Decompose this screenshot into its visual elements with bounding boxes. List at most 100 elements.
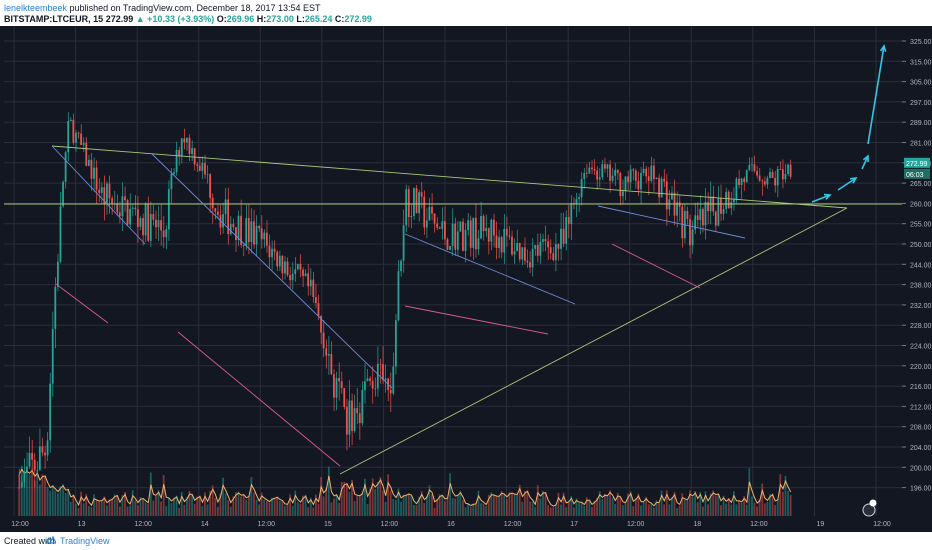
candle-body — [714, 211, 717, 226]
candle-body — [743, 178, 746, 182]
volume-bar — [428, 485, 431, 516]
candle-body — [255, 225, 258, 245]
price-axis[interactable]: 325.00315.00305.00297.00289.00281.00273.… — [902, 39, 932, 493]
candle-body — [157, 220, 160, 228]
candle-body — [560, 228, 562, 249]
volume-bar — [400, 501, 402, 516]
volume-bar — [44, 475, 46, 516]
settings-badge[interactable] — [862, 499, 877, 517]
candle-body — [611, 175, 614, 181]
candle-body — [614, 169, 617, 176]
volume-bar — [784, 475, 787, 516]
candle-body — [240, 215, 242, 246]
candle-body — [658, 177, 660, 198]
volume-bar — [265, 501, 268, 516]
volume-bar — [787, 491, 789, 516]
candle-body — [696, 215, 699, 220]
channel-upper-line-4 — [597, 205, 746, 239]
tradingview-link[interactable]: TradingView — [60, 536, 110, 546]
volume-bar — [216, 507, 219, 516]
high-label: H: — [256, 14, 267, 24]
candle-body — [358, 413, 361, 424]
countdown-box — [904, 168, 930, 179]
volume-bar — [658, 502, 660, 516]
last-price: 272.99 — [105, 14, 134, 24]
candle-body — [552, 253, 555, 261]
candle-body — [139, 218, 142, 227]
candle-body — [591, 167, 593, 170]
symbol-label[interactable]: BITSTAMP:LTCEUR, 15 — [4, 14, 104, 24]
volume-bar — [769, 494, 771, 516]
candle-body — [402, 225, 405, 261]
publish-text: published on TradingView.com, December 1… — [67, 3, 321, 13]
volume-bar — [147, 503, 150, 516]
volume-bar — [353, 501, 356, 516]
candle-body — [781, 169, 784, 180]
volume-bar — [614, 503, 617, 516]
candle-body — [299, 264, 302, 270]
volume-bar — [619, 497, 622, 516]
volume-bar — [183, 504, 186, 516]
price-tick-label: 250.00 — [910, 242, 932, 249]
candle-body — [124, 196, 126, 201]
volume-bar — [364, 478, 366, 516]
price-tick-label: 305.00 — [910, 80, 932, 87]
volume-bar — [64, 492, 67, 516]
candle-body — [160, 220, 162, 231]
volume-bar — [593, 501, 596, 516]
candle-body — [191, 148, 193, 154]
candle-body — [345, 407, 348, 435]
candle-body — [418, 192, 420, 214]
price-chart[interactable]: 325.00315.00305.00297.00289.00281.00273.… — [0, 26, 932, 532]
price-tick-label: 297.00 — [910, 100, 932, 107]
channel-lower-line-3 — [404, 305, 549, 335]
ohlc-line: BITSTAMP:LTCEUR, 15 272.99 ▲ +10.33 (+3.… — [4, 14, 372, 24]
volume-bar — [562, 492, 565, 516]
candle-body — [609, 164, 611, 181]
volume-bar — [116, 494, 119, 516]
candle-body — [598, 177, 601, 180]
volume-bar — [423, 503, 426, 516]
candle-body — [36, 469, 39, 471]
candle-body — [732, 199, 735, 203]
time-axis[interactable]: 12:00 13 12:00 14 12:00 15 12:00 16 12:00 17 12:00… — [11, 521, 891, 528]
volume-bar — [462, 499, 464, 516]
candle-body — [175, 149, 178, 173]
candle-body — [516, 243, 519, 252]
volume-bar — [503, 494, 506, 516]
volume-bar — [69, 501, 72, 516]
candle-body — [647, 176, 650, 181]
volume-bar — [745, 504, 748, 516]
volume-bar — [557, 492, 560, 516]
volume-bar — [121, 495, 124, 516]
volume-bar — [191, 494, 193, 516]
price-tick-label: 216.00 — [910, 384, 932, 391]
volume-bar — [616, 492, 619, 516]
volume-bar — [495, 496, 498, 516]
volume-bar — [640, 505, 642, 516]
candle-body — [361, 389, 364, 424]
candle-body — [224, 199, 227, 215]
volume-bar — [707, 504, 709, 516]
volume-bar — [33, 480, 36, 516]
volume-bar — [260, 492, 263, 516]
candle-body — [258, 225, 261, 229]
candle-body — [165, 229, 168, 238]
candle-body — [575, 199, 578, 204]
candle-body — [622, 191, 624, 197]
candle-body — [400, 260, 402, 272]
gear-icon[interactable] — [862, 503, 876, 517]
candle-body — [410, 216, 413, 218]
volume-bar — [776, 499, 779, 516]
candle-body — [776, 168, 779, 186]
candle-body — [766, 177, 769, 185]
author-link[interactable]: lenelkteembeek — [4, 3, 68, 13]
candle-body — [90, 159, 93, 179]
candle-body — [748, 164, 751, 170]
volume-bar — [441, 494, 444, 516]
volume-bar — [482, 503, 485, 516]
candle-body — [686, 211, 689, 220]
candle-body — [366, 378, 369, 382]
volume-bar — [513, 494, 516, 516]
volume-bar — [487, 494, 490, 516]
